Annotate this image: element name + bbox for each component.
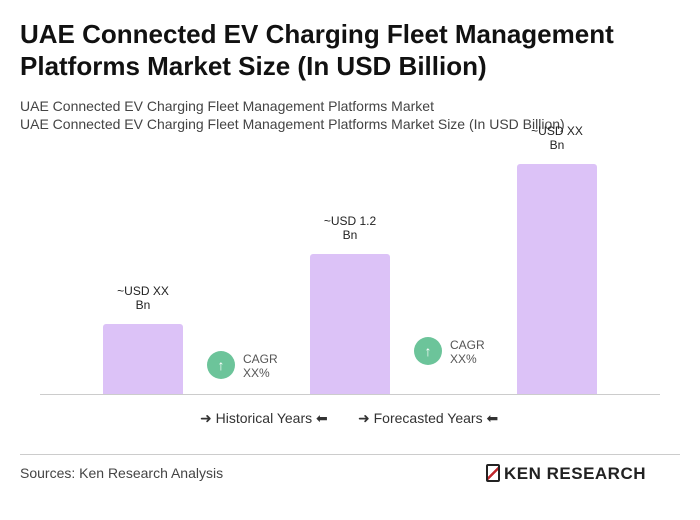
cagr-label: CAGR XX% (450, 338, 485, 366)
logo-text: KEN RESEARCH (504, 464, 647, 483)
subtitle: UAE Connected EV Charging Fleet Manageme… (20, 116, 565, 132)
bar (517, 164, 597, 394)
subtitle: UAE Connected EV Charging Fleet Manageme… (20, 98, 434, 114)
legend-item: ➜ Forecasted Years ⬅ (358, 410, 499, 426)
value-label: ~USD XX Bn (531, 124, 583, 153)
legend-label: Forecasted Years (373, 410, 483, 426)
cagr-label: CAGR XX% (243, 352, 278, 380)
cagr-icon: ↑ (207, 351, 235, 379)
logo: KEN RESEARCH (486, 464, 646, 484)
bar (103, 324, 183, 394)
baseline (40, 394, 660, 395)
value-label: ~USD 1.2 Bn (323, 214, 377, 243)
value-label: ~USD XX Bn (117, 284, 169, 312)
chart-title: UAE Connected EV Charging Fleet Manageme… (20, 19, 614, 81)
bar (310, 254, 390, 394)
legend-item: ➜ Historical Years ⬅ (200, 410, 328, 426)
legend-label: Historical Years (215, 410, 313, 426)
cagr-icon: ↑ (414, 337, 442, 365)
divider (20, 454, 680, 455)
source: Sources: Ken Research Analysis (20, 465, 224, 481)
